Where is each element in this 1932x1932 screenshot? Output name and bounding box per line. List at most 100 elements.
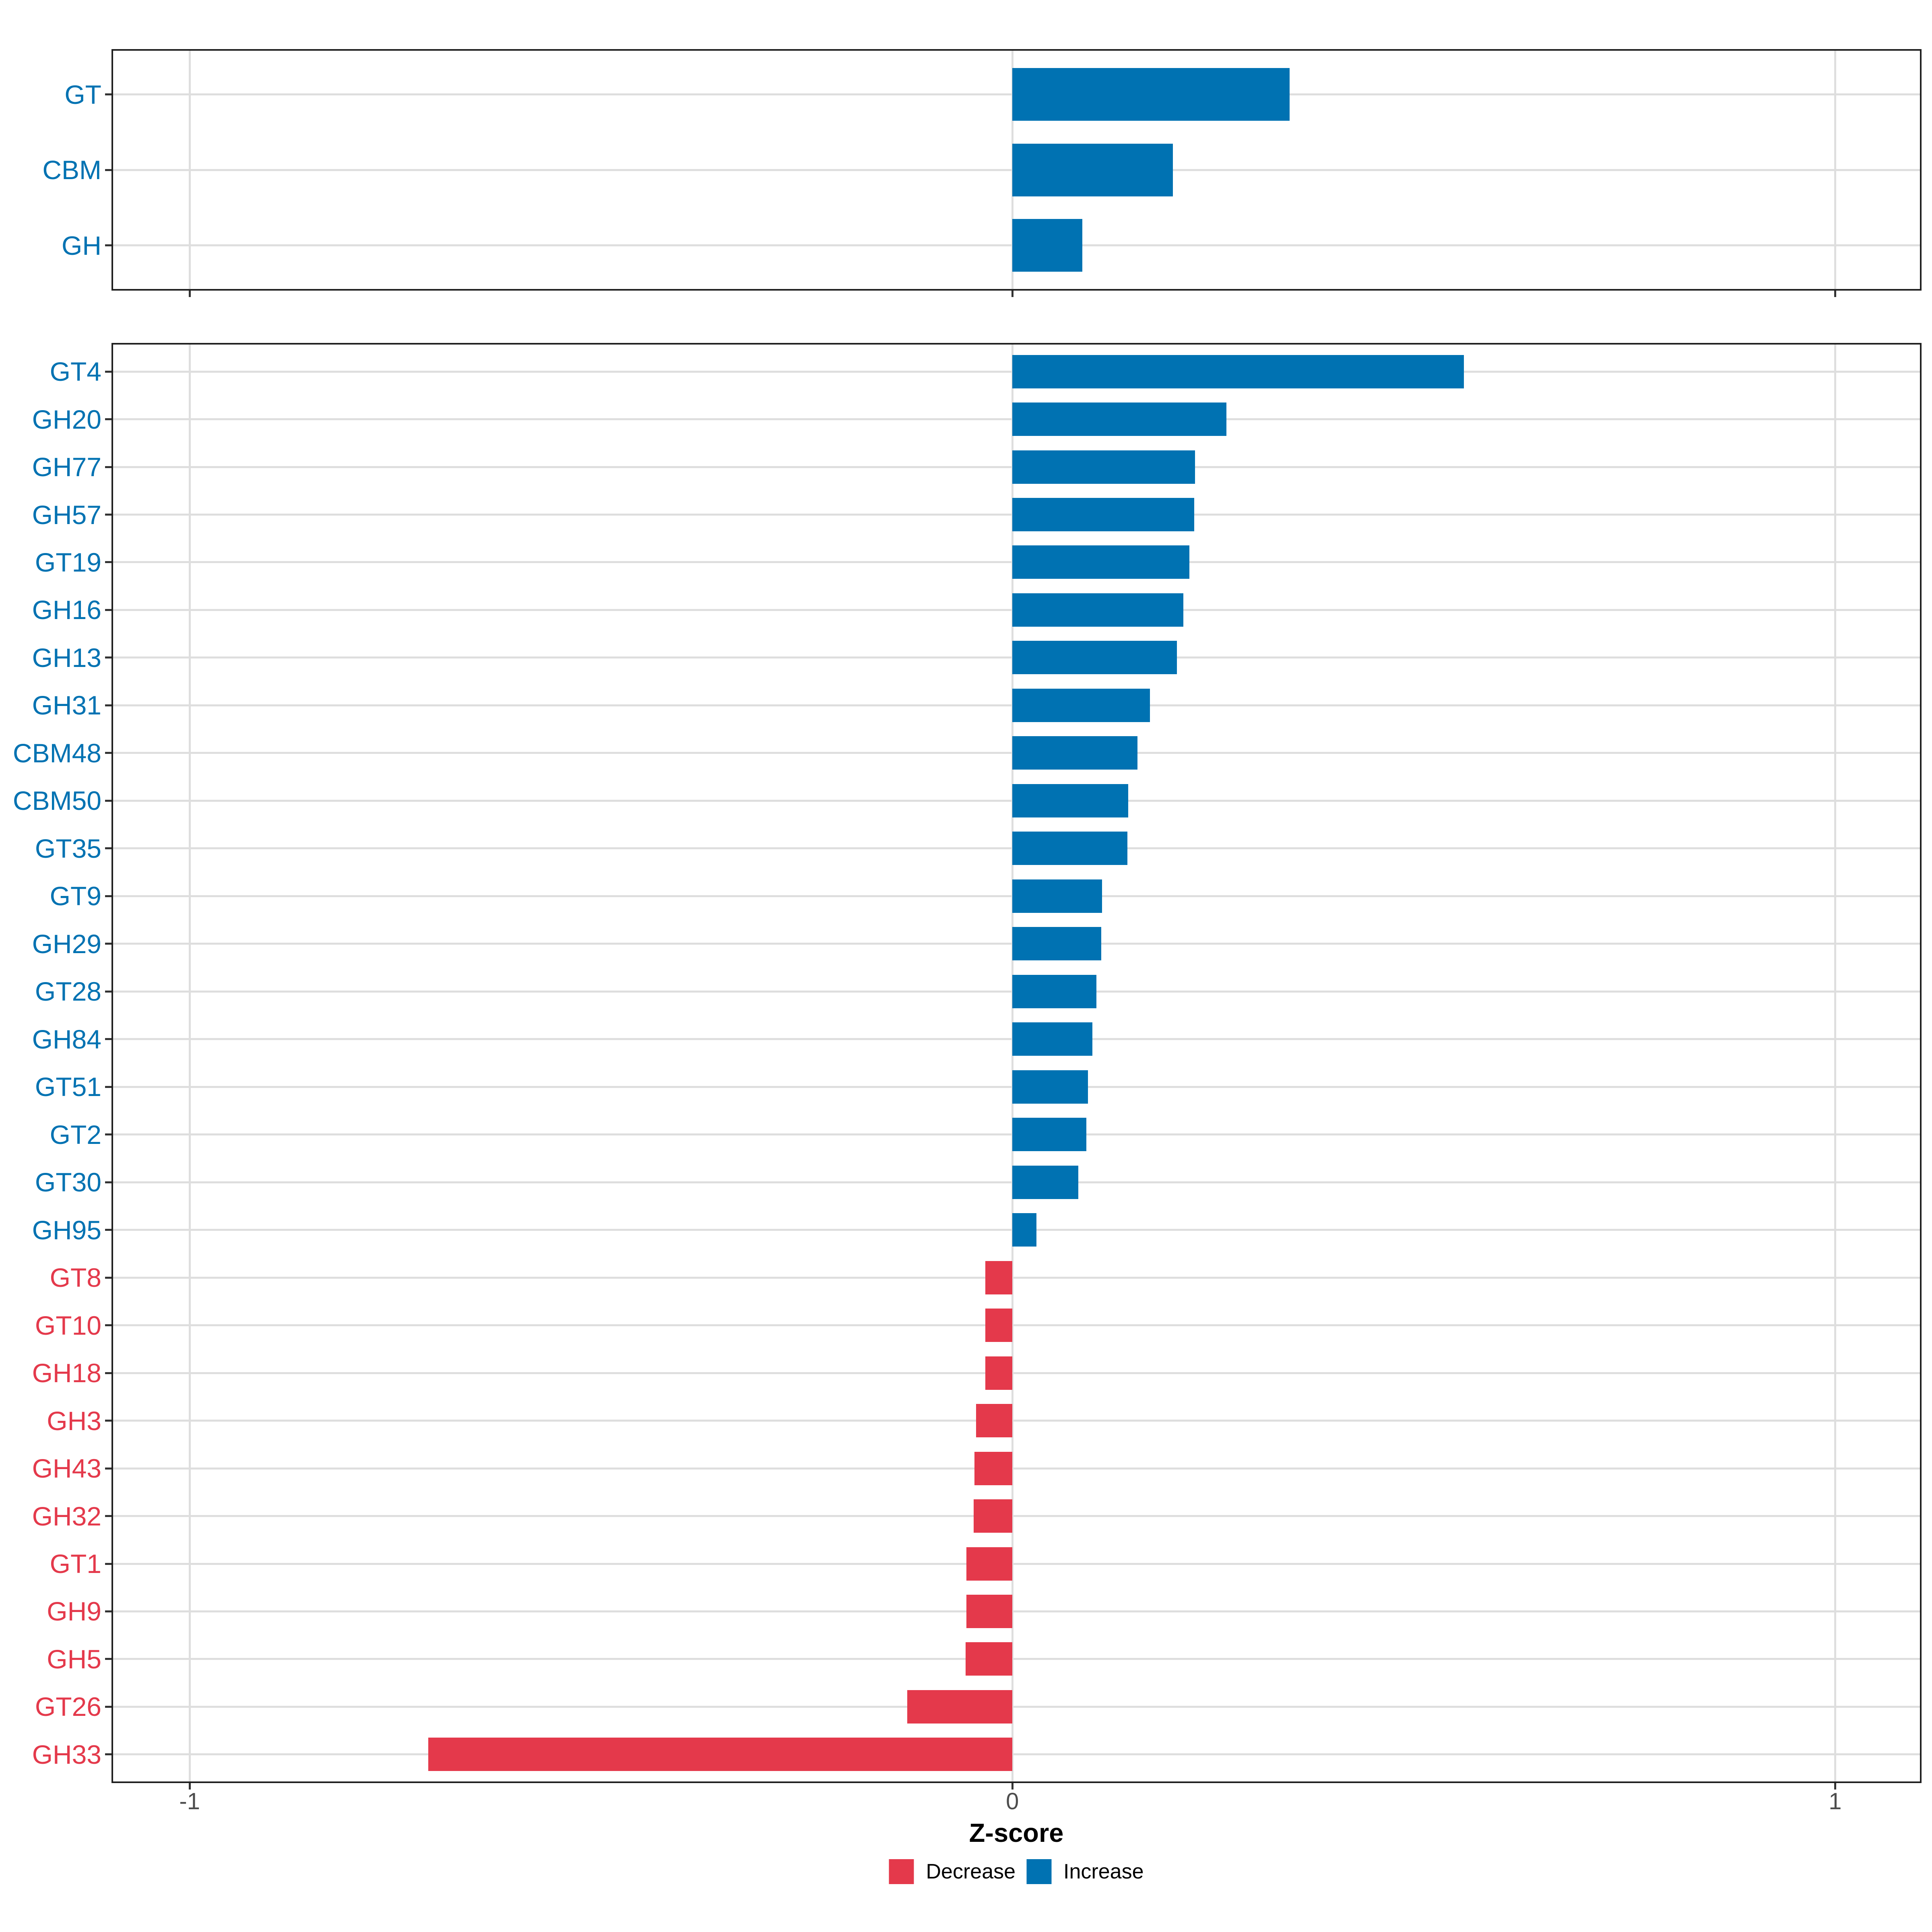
gridline-horizontal (111, 1515, 1922, 1517)
bar-gt28 (1012, 974, 1096, 1008)
bar-gh18 (985, 1356, 1013, 1390)
bar-gt (1012, 68, 1290, 121)
bar-gt19 (1012, 545, 1189, 579)
y-axis-tick (105, 1420, 111, 1422)
legend-entry-increase: Increase (1026, 1859, 1144, 1884)
y-axis-tick (105, 990, 111, 993)
bar-gt35 (1012, 832, 1128, 865)
category-label-gh5: GH5 (47, 1644, 101, 1674)
x-axis-tick (1834, 1783, 1836, 1790)
category-label-gt26: GT26 (35, 1692, 101, 1722)
y-axis-tick (105, 466, 111, 468)
category-label-gt28: GT28 (35, 976, 101, 1007)
y-axis-tick (105, 1610, 111, 1612)
y-axis-tick (105, 418, 111, 421)
bar-gh (1012, 219, 1082, 272)
y-axis-tick (105, 704, 111, 706)
legend-label-decrease: Decrease (926, 1860, 1016, 1883)
increase-swatch-icon (1026, 1859, 1052, 1884)
category-label-gh84: GH84 (32, 1024, 101, 1054)
category-label-gh95: GH95 (32, 1215, 101, 1245)
legend-label-increase: Increase (1063, 1860, 1144, 1883)
bar-gh20 (1012, 402, 1226, 436)
category-label-gh18: GH18 (32, 1358, 101, 1388)
y-axis-tick (105, 1133, 111, 1136)
category-label-gh13: GH13 (32, 642, 101, 673)
gridline-vertical (1011, 343, 1013, 1783)
category-label-gt2: GT2 (50, 1119, 101, 1150)
y-axis-tick (105, 799, 111, 802)
gridline-horizontal (111, 1324, 1922, 1327)
category-label-gh31: GH31 (32, 690, 101, 720)
x-axis-tick (1834, 291, 1836, 297)
bar-cbm50 (1012, 784, 1129, 817)
y-axis-tick (105, 1658, 111, 1660)
category-label-gh: GH (62, 230, 101, 260)
category-label-cbm: CBM (42, 155, 101, 185)
bar-gh3 (976, 1404, 1013, 1438)
gridline-horizontal (111, 1420, 1922, 1422)
category-label-gh43: GH43 (32, 1453, 101, 1484)
gridline-horizontal (111, 1372, 1922, 1374)
y-axis-tick (105, 561, 111, 564)
bar-gh5 (965, 1642, 1013, 1676)
category-label-gh9: GH9 (47, 1596, 101, 1627)
category-label-gh57: GH57 (32, 500, 101, 530)
bar-gh84 (1012, 1022, 1092, 1056)
y-axis-tick (105, 93, 111, 95)
y-axis-tick (105, 847, 111, 850)
y-axis-tick (105, 1705, 111, 1708)
category-label-cbm50: CBM50 (12, 786, 101, 816)
y-axis-tick (105, 1467, 111, 1470)
bar-gh33 (428, 1738, 1013, 1771)
category-label-gt1: GT1 (50, 1549, 101, 1579)
gridline-horizontal (111, 1467, 1922, 1470)
bar-cbm48 (1012, 736, 1137, 770)
category-label-gt: GT (64, 79, 101, 109)
bar-gh31 (1012, 688, 1150, 722)
gridline-horizontal (111, 1610, 1922, 1612)
bar-gh57 (1012, 498, 1194, 532)
y-axis-tick (105, 514, 111, 516)
decrease-swatch-icon (889, 1859, 914, 1884)
bar-gt26 (907, 1690, 1013, 1724)
gridline-horizontal (111, 1563, 1922, 1565)
y-axis-tick (105, 1038, 111, 1040)
category-label-gt51: GT51 (35, 1072, 101, 1102)
y-axis-tick (105, 244, 111, 246)
category-label-gt30: GT30 (35, 1167, 101, 1197)
category-label-cbm48: CBM48 (12, 738, 101, 768)
y-axis-tick (105, 1086, 111, 1088)
bar-gh95 (1012, 1213, 1036, 1247)
bar-gh29 (1012, 927, 1102, 961)
category-label-gh33: GH33 (32, 1739, 101, 1769)
x-tick-label-0: 0 (1006, 1788, 1019, 1814)
category-label-gt9: GT9 (50, 881, 101, 911)
gridline-horizontal (111, 1658, 1922, 1660)
gridline-vertical (1834, 343, 1836, 1783)
category-label-gt8: GT8 (50, 1263, 101, 1293)
category-label-gh32: GH32 (32, 1501, 101, 1531)
y-axis-tick (105, 1563, 111, 1565)
y-axis-tick (105, 1372, 111, 1374)
category-label-gh16: GH16 (32, 595, 101, 625)
category-label-gh29: GH29 (32, 929, 101, 959)
category-label-gt10: GT10 (35, 1310, 101, 1340)
gridline-horizontal (111, 1705, 1922, 1708)
category-label-gt4: GT4 (50, 357, 101, 387)
x-tick-label--1: -1 (179, 1788, 200, 1814)
category-label-gh20: GH20 (32, 404, 101, 434)
y-axis-tick (105, 656, 111, 659)
y-axis-tick (105, 370, 111, 373)
y-axis-tick (105, 943, 111, 945)
y-axis-tick (105, 1181, 111, 1183)
y-axis-tick (105, 169, 111, 171)
legend-entry-decrease: Decrease (889, 1859, 1016, 1884)
category-label-gh77: GH77 (32, 452, 101, 482)
y-axis-tick (105, 1276, 111, 1279)
y-axis-tick (105, 752, 111, 754)
bar-gh32 (974, 1499, 1013, 1533)
gridline-vertical (188, 343, 191, 1783)
y-axis-tick (105, 609, 111, 611)
y-axis-tick (105, 1324, 111, 1327)
